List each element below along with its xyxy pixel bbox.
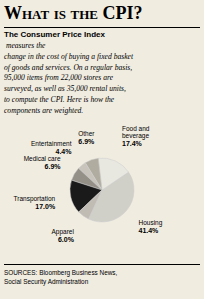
html-text:SOURCES: Bloomberg Business Ne: SOURCES: Bloomberg Business News, Social…	[4, 269, 118, 285]
html-text:measures the change in the cos: measures the change in the cost of buyin…	[4, 41, 134, 115]
svg-text:Food andbeverage17.4%: Food andbeverage17.4%	[122, 125, 150, 148]
html-text:What is the CPI?: What is the CPI?	[4, 3, 143, 23]
svg-text:Medical care6.9%: Medical care6.9%	[24, 155, 62, 170]
svg-text:Entertainment4.4%: Entertainment4.4%	[31, 140, 72, 155]
html-text:The Consumer Price Index: The Consumer Price Index	[4, 30, 105, 39]
svg-text:Apparel6.0%: Apparel6.0%	[52, 228, 75, 243]
svg-text:Transportation17.0%: Transportation17.0%	[14, 195, 56, 210]
svg-text:Other6.9%: Other6.9%	[78, 130, 95, 145]
svg-text:Housing41.4%: Housing41.4%	[139, 219, 163, 234]
